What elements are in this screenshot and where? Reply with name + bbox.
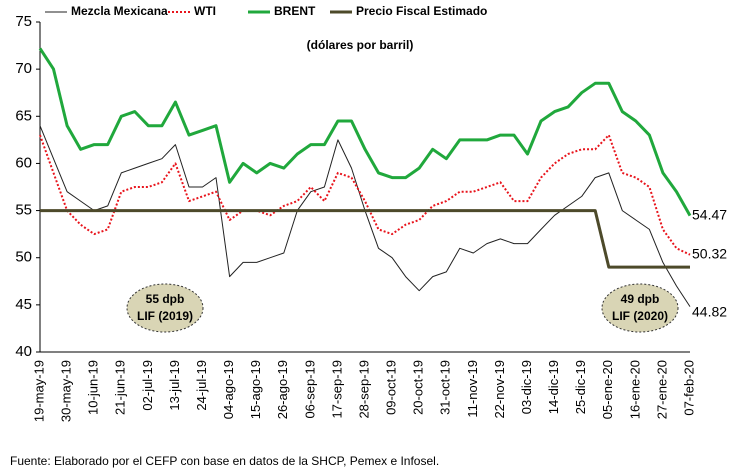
end-value-label: 54.47 bbox=[692, 206, 727, 222]
source-note: Fuente: Elaborado por el CEFP con base e… bbox=[10, 454, 439, 468]
x-tick-label: 26-ago-19 bbox=[275, 360, 290, 419]
x-tick-label: 15-ago-19 bbox=[248, 360, 263, 419]
x-tick-label: 10-jun-19 bbox=[86, 360, 101, 415]
x-tick-label: 07-feb-20 bbox=[681, 360, 696, 416]
x-tick-label: 25-dic-19 bbox=[573, 360, 588, 414]
annotation-bubble bbox=[601, 283, 679, 333]
chart-subtitle: (dólares por barril) bbox=[307, 38, 414, 52]
x-tick-label: 22-nov-19 bbox=[492, 360, 507, 419]
x-tick-label: 19-may-19 bbox=[31, 360, 46, 422]
y-tick-label: 60 bbox=[15, 154, 32, 171]
y-tick-label: 40 bbox=[15, 343, 32, 360]
legend-label: Mezcla Mexicana bbox=[71, 4, 168, 18]
x-tick-label: 30-may-19 bbox=[59, 360, 74, 422]
legend-label: WTI bbox=[194, 4, 216, 18]
x-tick-label: 20-oct-19 bbox=[411, 360, 426, 415]
y-tick-label: 50 bbox=[15, 249, 32, 266]
x-tick-label: 04-ago-19 bbox=[221, 360, 236, 419]
x-tick-label: 28-sep-19 bbox=[356, 360, 371, 419]
y-tick-label: 70 bbox=[15, 60, 32, 77]
annotation-text: LIF (2020) bbox=[612, 309, 668, 323]
x-tick-label: 02-jul-19 bbox=[140, 360, 155, 411]
annotation-text: 55 dpb bbox=[146, 292, 185, 306]
x-tick-label: 31-oct-19 bbox=[438, 360, 453, 415]
annotation-text: 49 dpb bbox=[621, 292, 660, 306]
series-line bbox=[39, 125, 691, 307]
x-tick-label: 05-ene-20 bbox=[600, 360, 615, 419]
x-tick-label: 21-jun-19 bbox=[113, 360, 128, 415]
series-line bbox=[38, 47, 692, 217]
series-line bbox=[40, 209, 690, 269]
end-value-label: 44.82 bbox=[692, 303, 727, 319]
x-tick-label: 17-sep-19 bbox=[329, 360, 344, 419]
legend-label: BRENT bbox=[274, 4, 316, 18]
x-tick-label: 13-jul-19 bbox=[167, 360, 182, 411]
y-tick-label: 65 bbox=[15, 107, 32, 124]
legend-label: Precio Fiscal Estimado bbox=[356, 4, 487, 18]
x-tick-label: 14-dic-19 bbox=[546, 360, 561, 414]
x-tick-label: 06-sep-19 bbox=[302, 360, 317, 419]
series-line bbox=[39, 134, 691, 256]
end-value-label: 50.32 bbox=[692, 245, 727, 261]
x-tick-label: 24-jul-19 bbox=[194, 360, 209, 411]
y-tick-label: 75 bbox=[15, 13, 32, 30]
x-tick-label: 03-dic-19 bbox=[519, 360, 534, 414]
annotation-bubble bbox=[126, 283, 204, 333]
y-tick-label: 55 bbox=[15, 202, 32, 219]
x-tick-label: 11-nov-19 bbox=[465, 360, 480, 418]
x-tick-label: 27-ene-20 bbox=[654, 360, 669, 419]
x-tick-label: 16-ene-20 bbox=[627, 360, 642, 419]
x-tick-label: 09-oct-19 bbox=[384, 360, 399, 415]
annotation-text: LIF (2019) bbox=[137, 309, 193, 323]
y-tick-label: 45 bbox=[15, 296, 32, 313]
